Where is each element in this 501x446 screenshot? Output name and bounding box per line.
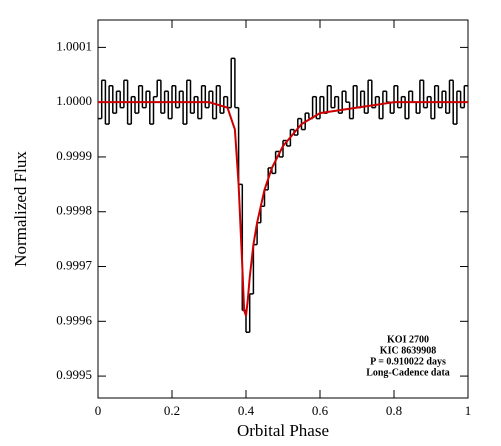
y-tick-label: 0.9999 [56, 148, 92, 163]
x-tick-label: 0.4 [238, 403, 255, 418]
annotation: Long-Cadence data [366, 367, 450, 378]
x-tick-label: 1 [465, 403, 472, 418]
y-tick-label: 0.9996 [56, 312, 92, 327]
y-tick-label: 0.9997 [56, 258, 92, 273]
model-line [98, 101, 468, 317]
y-axis-label: Normalized Flux [11, 151, 30, 267]
plot-frame [97, 19, 469, 399]
annotation: KOI 2700 [387, 334, 429, 345]
y-tick-label: 1.0000 [56, 93, 92, 108]
y-tick-label: 0.9998 [56, 203, 92, 218]
y-tick-label: 1.0001 [56, 38, 92, 53]
annotation: KIC 8639908 [380, 345, 436, 356]
x-tick-label: 0.8 [386, 403, 402, 418]
x-axis-label: Orbital Phase [237, 421, 329, 440]
annotation: P = 0.910022 days [370, 356, 446, 367]
x-tick-label: 0.2 [164, 403, 180, 418]
x-tick-label: 0.6 [312, 403, 329, 418]
y-tick-label: 0.9995 [56, 367, 92, 382]
x-tick-label: 0 [95, 403, 102, 418]
